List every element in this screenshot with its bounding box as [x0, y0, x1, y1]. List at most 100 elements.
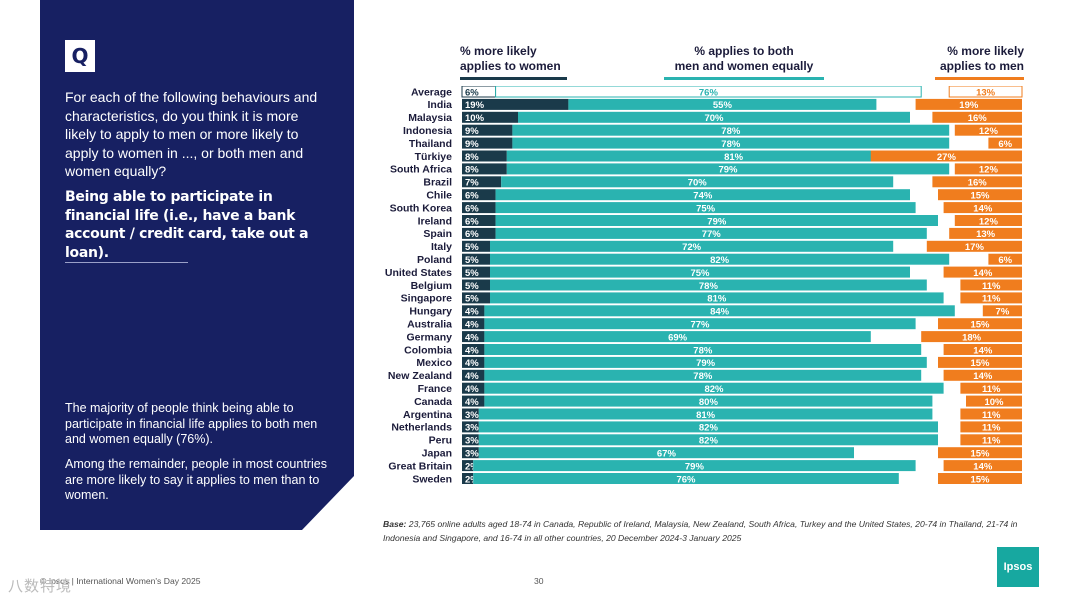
bar-both: [484, 382, 944, 394]
value-label-men: 11%: [982, 294, 1001, 305]
header-both-underline: [664, 77, 824, 80]
value-label-women: 8%: [465, 152, 479, 163]
value-label-both: 82%: [704, 384, 724, 395]
bar-men: [960, 434, 1022, 446]
bar-both: [490, 266, 910, 278]
bar-both: [501, 176, 894, 188]
question-text: For each of the following behaviours and…: [65, 89, 318, 179]
bar-women: [462, 447, 479, 459]
bar-both: [512, 137, 950, 149]
value-label-both: 78%: [693, 371, 713, 382]
bar-both: [478, 408, 933, 420]
category-label: South Korea: [390, 202, 453, 214]
question-panel: Q For each of the following behaviours a…: [40, 0, 354, 530]
category-label: New Zealand: [388, 370, 452, 382]
question-emphasis: Being able to participate in financial l…: [65, 189, 309, 261]
bar-men: [938, 473, 1022, 484]
value-label-women: 6%: [465, 203, 479, 214]
value-label-men: 18%: [962, 332, 982, 343]
bar-men: [938, 356, 1022, 368]
value-label-both: 84%: [710, 307, 730, 318]
value-label-men: 6%: [998, 139, 1012, 150]
category-label: Argentina: [403, 409, 452, 421]
value-label-women: 6%: [465, 216, 479, 227]
value-label-men: 12%: [979, 126, 999, 137]
value-label-women: 6%: [465, 229, 479, 240]
bar-women: [462, 408, 479, 420]
value-label-women: 7%: [465, 178, 479, 189]
value-label-men: 17%: [965, 242, 985, 253]
category-label: Thailand: [409, 138, 452, 150]
value-label-women: 6%: [465, 191, 479, 202]
value-label-both: 55%: [713, 100, 733, 111]
value-label-men: 6%: [998, 255, 1012, 266]
value-label-women: 5%: [465, 242, 479, 253]
bar-both: [484, 305, 955, 317]
bar-women: [462, 292, 490, 304]
value-label-men: 16%: [968, 113, 988, 124]
header-men: % more likely applies to men: [926, 44, 1024, 74]
bar-women: [462, 434, 479, 446]
bar-men: [932, 111, 1022, 123]
bar-men: [870, 150, 1022, 162]
bar-women: [462, 369, 485, 381]
bar-men: [982, 305, 1022, 317]
stacked-bar-chart: Average 6% 76% 13% India 19% 55% 19% Malaysia 10%…: [385, 86, 1023, 485]
category-label: Germany: [406, 331, 452, 343]
category-label: Ireland: [418, 215, 452, 227]
category-label: Malaysia: [408, 112, 452, 124]
bar-men: [988, 137, 1022, 149]
bar-women: [462, 279, 490, 291]
value-label-women: 4%: [465, 320, 479, 331]
value-label-women: 4%: [465, 332, 479, 343]
value-label-men: 12%: [979, 216, 999, 227]
bar-both: [495, 189, 910, 201]
bar-women: [462, 227, 496, 239]
bar-both: [506, 150, 961, 162]
category-label: India: [427, 99, 452, 111]
value-label-men: 15%: [970, 474, 990, 485]
bar-men: [948, 86, 1023, 98]
category-label: Türkiye: [415, 151, 453, 163]
header-both-line1: % applies to both: [694, 44, 794, 58]
category-label: Spain: [423, 228, 452, 240]
category-label: Poland: [417, 254, 452, 266]
bar-both: [490, 279, 927, 291]
value-label-men: 11%: [982, 410, 1001, 421]
bar-both: [484, 331, 871, 343]
value-label-men: 13%: [976, 87, 996, 98]
ipsos-logo: Ipsos: [997, 547, 1039, 587]
value-label-both: 70%: [704, 113, 724, 124]
bar-both: [484, 356, 927, 368]
bar-women: [462, 240, 490, 252]
value-label-women: 4%: [465, 384, 479, 395]
value-label-men: 15%: [970, 449, 990, 460]
bar-men: [949, 227, 1022, 239]
bar-men: [960, 421, 1022, 433]
value-label-men: 15%: [970, 358, 990, 369]
value-label-both: 81%: [696, 410, 716, 421]
value-label-men: 15%: [970, 320, 990, 331]
category-label: Hungary: [409, 306, 452, 318]
footer-source: © Ipsos | International Women's Day 2025: [40, 576, 201, 586]
watermark: 八数特境: [8, 578, 73, 595]
value-label-women: 3%: [465, 423, 479, 434]
bar-men: [960, 292, 1022, 304]
bar-women: [462, 124, 513, 136]
bar-men: [960, 382, 1022, 394]
value-label-both: 80%: [699, 397, 719, 408]
value-label-both: 78%: [721, 139, 741, 150]
value-label-men: 14%: [973, 371, 993, 382]
summary-text-1: The majority of people think being able …: [65, 401, 318, 446]
bar-women: [462, 473, 474, 484]
bar-women: [462, 318, 485, 330]
value-label-both: 77%: [690, 320, 710, 331]
bar-men: [943, 369, 1022, 381]
bar-women: [462, 98, 569, 110]
base-note: Base: 23,765 online adults aged 18-74 in…: [383, 517, 1051, 545]
header-both: % applies to both men and women equally: [664, 44, 824, 74]
header-women: % more likely applies to women: [460, 44, 561, 74]
value-label-women: 4%: [465, 345, 479, 356]
value-label-women: 3%: [465, 449, 479, 460]
bar-women: [462, 163, 507, 175]
